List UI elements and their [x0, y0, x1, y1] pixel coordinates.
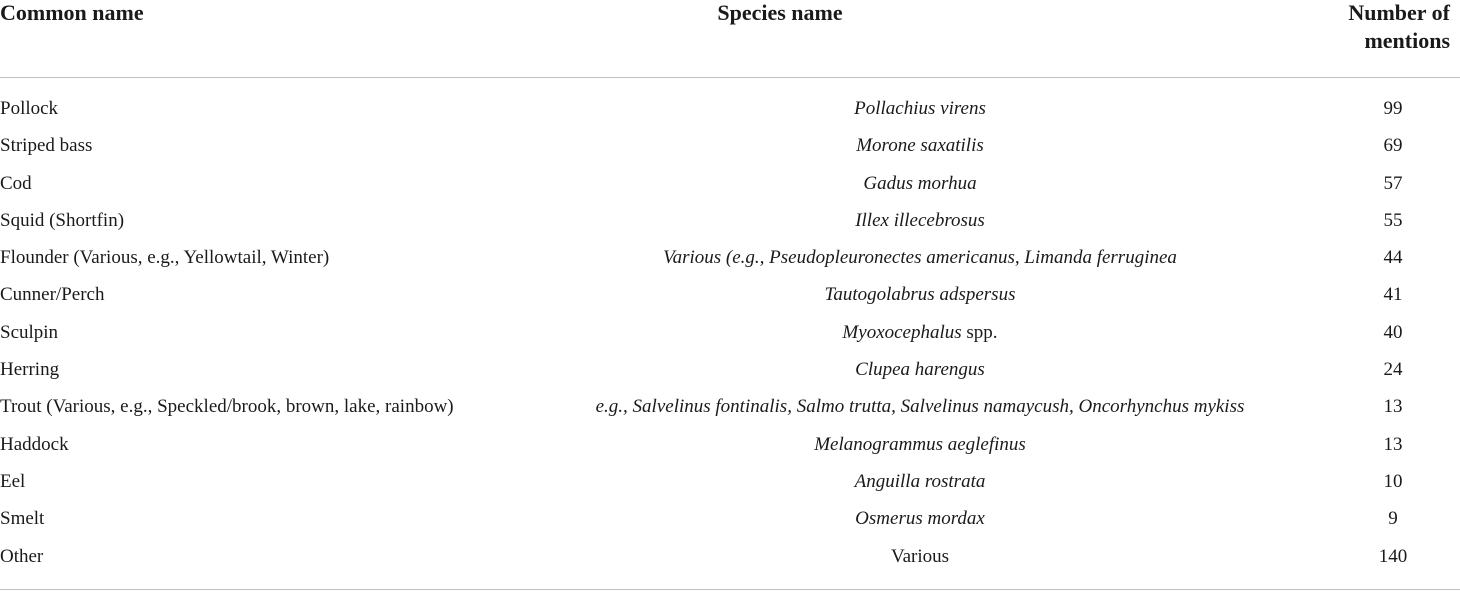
- species-italic-text: Morone saxatilis: [856, 135, 984, 157]
- cell-common-name: Cunner/Perch: [0, 284, 105, 306]
- species-italic-text: Clupea harengus: [855, 359, 985, 381]
- header-species-name: Species name: [717, 0, 843, 25]
- cell-number-of-mentions: 40: [1383, 321, 1403, 343]
- table-row: Eel Anguilla rostrata 10: [0, 463, 1460, 500]
- cell-species-name: Myoxocephalus spp.: [842, 314, 997, 351]
- cell-number-of-mentions: 13: [1383, 433, 1403, 455]
- cell-number-of-mentions: 9: [1388, 508, 1398, 530]
- cell-common-name: Sculpin: [0, 321, 59, 343]
- header-common-name: Common name: [0, 0, 144, 25]
- cell-common-name: Flounder (Various, e.g., Yellowtail, Win…: [0, 247, 330, 269]
- cell-number-of-mentions: 13: [1383, 396, 1403, 418]
- table-row: Striped bass Morone saxatilis 69: [0, 127, 1460, 164]
- species-plain-text: Various: [890, 545, 950, 567]
- table-row: Squid (Shortfin) Illex illecebrosus 55: [0, 202, 1460, 239]
- species-italic-text: Tautogolabrus adspersus: [824, 284, 1016, 306]
- cell-species-name: Morone saxatilis: [856, 127, 984, 164]
- cell-common-name: Striped bass: [0, 135, 93, 157]
- table-body: Pollock Pollachius virens 99 Striped bass Mo…: [0, 90, 1460, 575]
- species-italic-text: Anguilla rostrata: [854, 470, 986, 492]
- cell-species-name: Gadus morhua: [863, 165, 976, 202]
- table-row: Herring Clupea harengus 24: [0, 351, 1460, 388]
- cell-number-of-mentions: 140: [1378, 545, 1408, 567]
- cell-species-name: Osmerus mordax: [855, 500, 985, 537]
- table-row: Cunner/Perch Tautogolabrus adspersus 41: [0, 276, 1460, 313]
- species-italic-text: e.g., Salvelinus fontinalis, Salmo trutt…: [595, 396, 1245, 418]
- cell-number-of-mentions: 55: [1383, 209, 1403, 231]
- cell-species-name: Illex illecebrosus: [855, 202, 985, 239]
- table-bottom-rule: [0, 589, 1460, 590]
- cell-species-name: e.g., Salvelinus fontinalis, Salmo trutt…: [596, 388, 1245, 425]
- species-italic-text: Illex illecebrosus: [855, 209, 985, 231]
- cell-common-name: Trout (Various, e.g., Speckled/brook, br…: [0, 396, 454, 418]
- header-divider: [0, 77, 1460, 78]
- cell-common-name: Squid (Shortfin): [0, 209, 125, 231]
- cell-species-name: Anguilla rostrata: [855, 463, 986, 500]
- table-row: Pollock Pollachius virens 99: [0, 90, 1460, 127]
- table-row: Other Various 140: [0, 538, 1460, 575]
- cell-number-of-mentions: 10: [1383, 470, 1403, 492]
- table-row: Cod Gadus morhua 57: [0, 165, 1460, 202]
- cell-species-name: Various: [891, 538, 949, 575]
- species-italic-text: Gadus morhua: [863, 172, 977, 194]
- table-row: Flounder (Various, e.g., Yellowtail, Win…: [0, 239, 1460, 276]
- species-plain-text: spp.: [961, 321, 998, 343]
- cell-number-of-mentions: 44: [1383, 247, 1403, 269]
- table-row: Haddock Melanogrammus aeglefinus 13: [0, 426, 1460, 463]
- species-italic-text: Myoxocephalus: [842, 321, 962, 343]
- cell-common-name: Other: [0, 545, 44, 567]
- cell-number-of-mentions: 57: [1383, 172, 1403, 194]
- header-mentions-line2: mentions: [1364, 28, 1450, 53]
- table-row: Smelt Osmerus mordax 9: [0, 500, 1460, 537]
- species-italic-text: Various (e.g., Pseudopleuronectes americ…: [663, 247, 1177, 269]
- cell-common-name: Herring: [0, 359, 60, 381]
- header-number-of-mentions: Number of mentions: [1250, 0, 1450, 55]
- cell-common-name: Haddock: [0, 433, 69, 455]
- cell-species-name: Pollachius virens: [854, 90, 986, 127]
- cell-number-of-mentions: 41: [1383, 284, 1403, 306]
- cell-species-name: Various (e.g., Pseudopleuronectes americ…: [663, 239, 1177, 276]
- cell-number-of-mentions: 99: [1383, 98, 1403, 119]
- cell-common-name: Pollock: [0, 98, 59, 119]
- table-header: Common name Species name Number of menti…: [0, 0, 1460, 78]
- cell-species-name: Melanogrammus aeglefinus: [814, 426, 1026, 463]
- cell-number-of-mentions: 69: [1383, 135, 1403, 157]
- cell-species-name: Clupea harengus: [855, 351, 985, 388]
- cell-species-name: Tautogolabrus adspersus: [825, 276, 1016, 313]
- cell-common-name: Cod: [0, 172, 32, 194]
- cell-common-name: Smelt: [0, 508, 45, 530]
- species-italic-text: Melanogrammus aeglefinus: [814, 433, 1026, 455]
- table-row: Sculpin Myoxocephalus spp. 40: [0, 314, 1460, 351]
- cell-common-name: Eel: [0, 470, 26, 492]
- cell-number-of-mentions: 24: [1383, 359, 1403, 381]
- species-italic-text: Osmerus mordax: [855, 508, 985, 530]
- header-mentions-line1: Number of: [1348, 0, 1450, 25]
- table-row: Trout (Various, e.g., Speckled/brook, br…: [0, 388, 1460, 425]
- species-italic-text: Pollachius virens: [854, 98, 986, 119]
